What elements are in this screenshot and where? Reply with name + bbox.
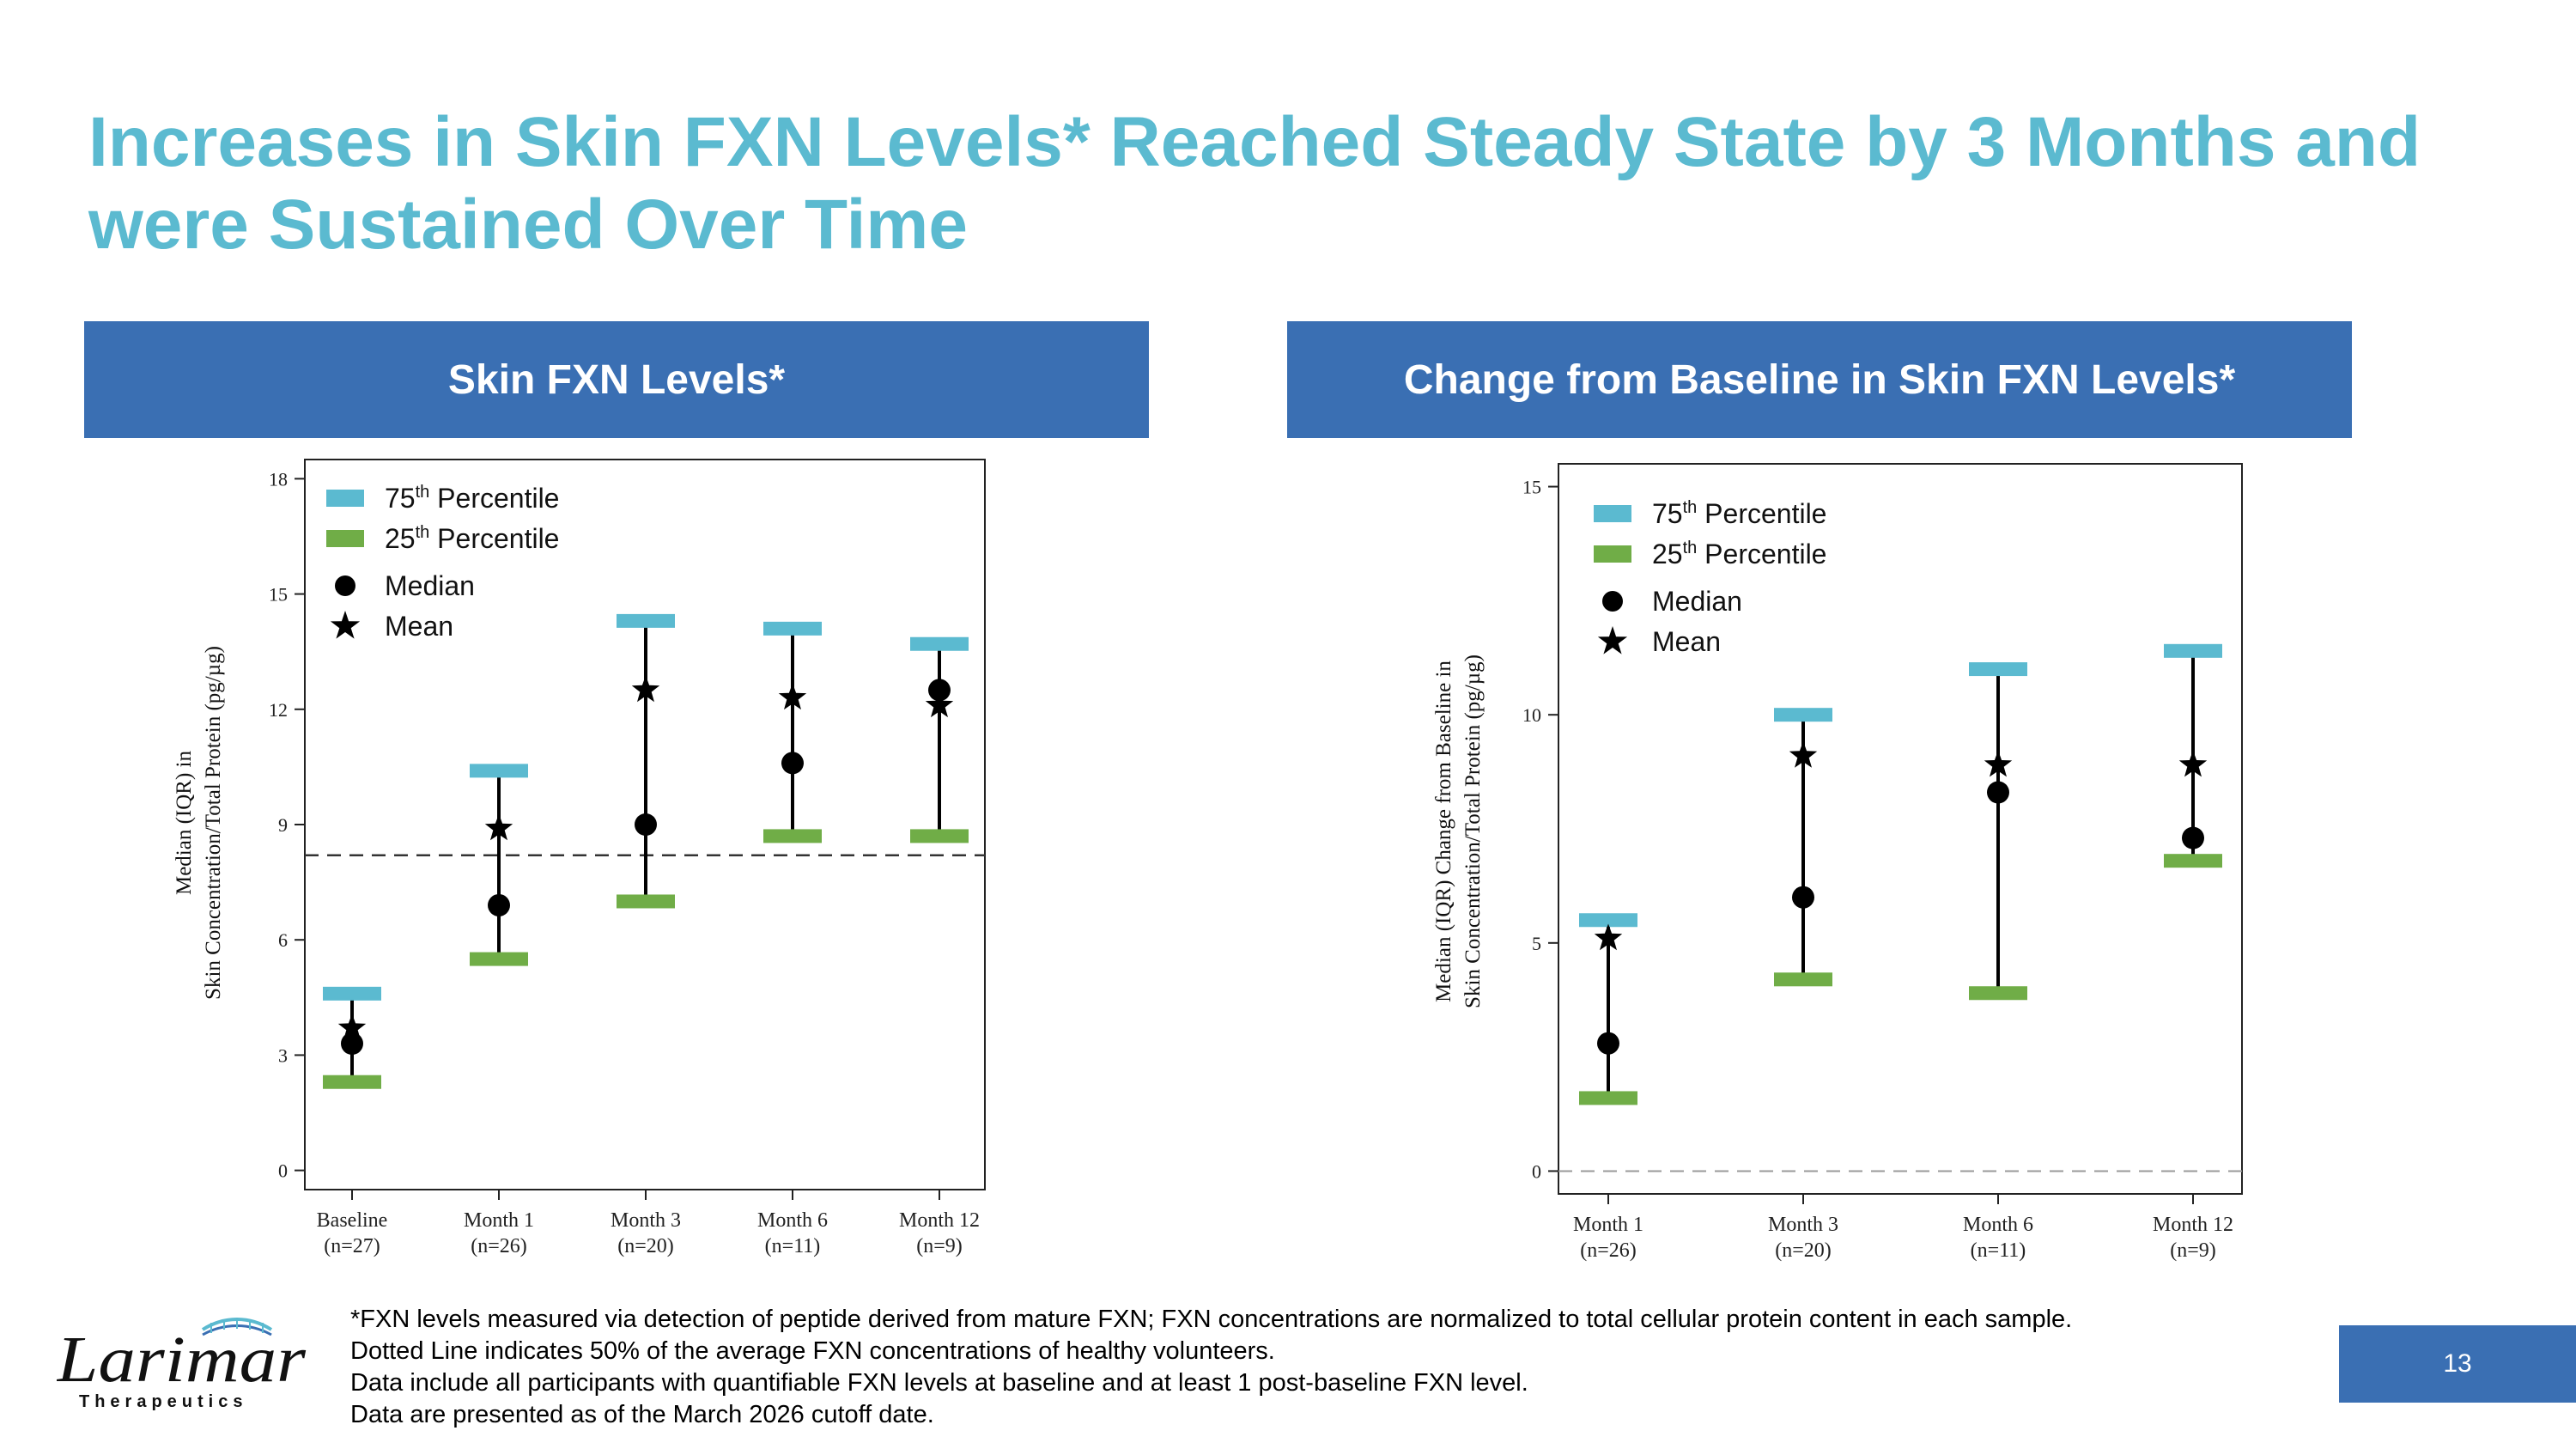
footnote-line: Dotted Line indicates 50% of the average… (350, 1337, 1275, 1365)
y-tick-label: 18 (269, 468, 288, 490)
p25-bar (910, 829, 969, 843)
legend-p25-swatch (326, 530, 364, 547)
larimar-logo: Larimar Therapeutics (56, 1314, 314, 1417)
p75-bar (1969, 662, 2027, 677)
median-marker (488, 893, 510, 916)
svg-text:Larimar: Larimar (57, 1324, 306, 1396)
median-marker (1987, 781, 2009, 804)
p25-bar (323, 1075, 381, 1089)
legend-p25-swatch (1594, 545, 1631, 563)
x-tick-n-label: (n=26) (1580, 1239, 1637, 1262)
median-marker (1597, 1032, 1619, 1055)
legend-p75-swatch (1594, 505, 1631, 522)
footnote-line: Data are presented as of the March 2026 … (350, 1401, 934, 1428)
p75-bar (1774, 708, 1832, 722)
p25-bar (1969, 986, 2027, 1001)
legend-median-marker (1602, 591, 1623, 612)
x-tick-label: Month 1 (1573, 1214, 1643, 1236)
y-tick-label: 3 (278, 1044, 288, 1066)
x-tick-n-label: (n=27) (324, 1235, 380, 1257)
p75-bar (763, 621, 822, 636)
x-tick-label: Month 3 (1768, 1214, 1838, 1236)
p25-bar (470, 952, 528, 966)
page-number: 13 (2339, 1325, 2576, 1403)
mean-marker (925, 691, 954, 718)
y-tick-label: 10 (1522, 704, 1541, 726)
median-marker (781, 752, 804, 775)
mean-marker (337, 1014, 367, 1040)
mean-marker (1984, 750, 2013, 777)
x-tick-n-label: (n=9) (2170, 1239, 2216, 1262)
x-tick-n-label: (n=20) (617, 1235, 674, 1257)
legend-median-label: Median (385, 570, 475, 601)
slide-title: Increases in Skin FXN Levels* Reached St… (88, 103, 2421, 264)
plot-frame (1558, 463, 2243, 1195)
p25-bar (1579, 1091, 1637, 1105)
legend-p25-label: 25th Percentile (1652, 539, 1826, 569)
p75-bar (2164, 643, 2222, 658)
legend-mean-label: Mean (1652, 626, 1721, 657)
x-tick-n-label: (n=11) (1971, 1239, 2026, 1262)
x-tick-label: Baseline (317, 1209, 388, 1232)
x-tick-label: Month 12 (899, 1209, 980, 1232)
mean-marker (778, 683, 807, 710)
legend-median-label: Median (1652, 586, 1742, 617)
p25-bar (2164, 854, 2222, 868)
legend-mean-marker (1597, 626, 1628, 654)
y-tick-label: 6 (278, 929, 288, 951)
y-tick-label: 15 (1522, 477, 1541, 498)
y-tick-label: 0 (278, 1160, 288, 1182)
p75-bar (323, 986, 381, 1001)
x-tick-label: Month 1 (464, 1209, 534, 1232)
x-tick-label: Month 6 (757, 1209, 828, 1232)
p25-bar (617, 894, 675, 909)
footnote-line: *FXN levels measured via detection of pe… (350, 1306, 2073, 1333)
left-panel-header: Skin FXN Levels* (84, 321, 1149, 438)
x-tick-label: Month 6 (1963, 1214, 2033, 1236)
legend-median-marker (335, 575, 355, 596)
legend-p75-label: 75th Percentile (385, 483, 559, 514)
x-tick-n-label: (n=9) (916, 1235, 963, 1257)
p75-bar (470, 764, 528, 778)
legend-mean-marker (330, 611, 361, 639)
mean-marker (631, 675, 660, 703)
y-axis-label: Skin Concentration/Total Protein (pg/µg) (202, 646, 225, 1000)
x-tick-label: Month 3 (611, 1209, 681, 1232)
y-axis-label: Median (IQR) Change from Baseline in (1432, 661, 1455, 1002)
mean-marker (1789, 741, 1818, 768)
y-axis-label: Median (IQR) in (173, 750, 196, 895)
legend-mean-label: Mean (385, 611, 453, 642)
median-marker (635, 813, 657, 836)
p75-bar (1579, 913, 1637, 928)
p25-bar (763, 829, 822, 843)
mean-marker (2178, 750, 2208, 777)
y-tick-label: 0 (1532, 1160, 1541, 1182)
y-tick-label: 15 (269, 584, 288, 606)
legend-p75-swatch (326, 490, 364, 507)
median-marker (928, 679, 951, 702)
y-tick-label: 9 (278, 814, 288, 836)
legend-p75-label: 75th Percentile (1652, 498, 1826, 529)
svg-text:Therapeutics: Therapeutics (79, 1392, 247, 1411)
footnote-line: Data include all participants with quant… (350, 1369, 1528, 1397)
x-tick-label: Month 12 (2153, 1214, 2233, 1236)
median-marker (2182, 826, 2204, 849)
mean-marker (1594, 923, 1623, 951)
x-tick-n-label: (n=26) (471, 1235, 527, 1257)
y-axis-label: Skin Concentration/Total Protein (pg/µg) (1461, 654, 1485, 1008)
legend-p25-label: 25th Percentile (385, 523, 559, 554)
p25-bar (1774, 972, 1832, 987)
p75-bar (617, 613, 675, 628)
footnotes: *FXN levels measured via detection of pe… (350, 1304, 2325, 1431)
right-panel-header: Change from Baseline in Skin FXN Levels* (1287, 321, 2352, 438)
median-marker (1792, 886, 1814, 909)
mean-marker (484, 813, 513, 841)
x-tick-n-label: (n=20) (1775, 1239, 1832, 1262)
y-tick-label: 12 (269, 699, 288, 721)
p75-bar (910, 636, 969, 651)
x-tick-n-label: (n=11) (765, 1235, 821, 1257)
y-tick-label: 5 (1532, 933, 1541, 954)
